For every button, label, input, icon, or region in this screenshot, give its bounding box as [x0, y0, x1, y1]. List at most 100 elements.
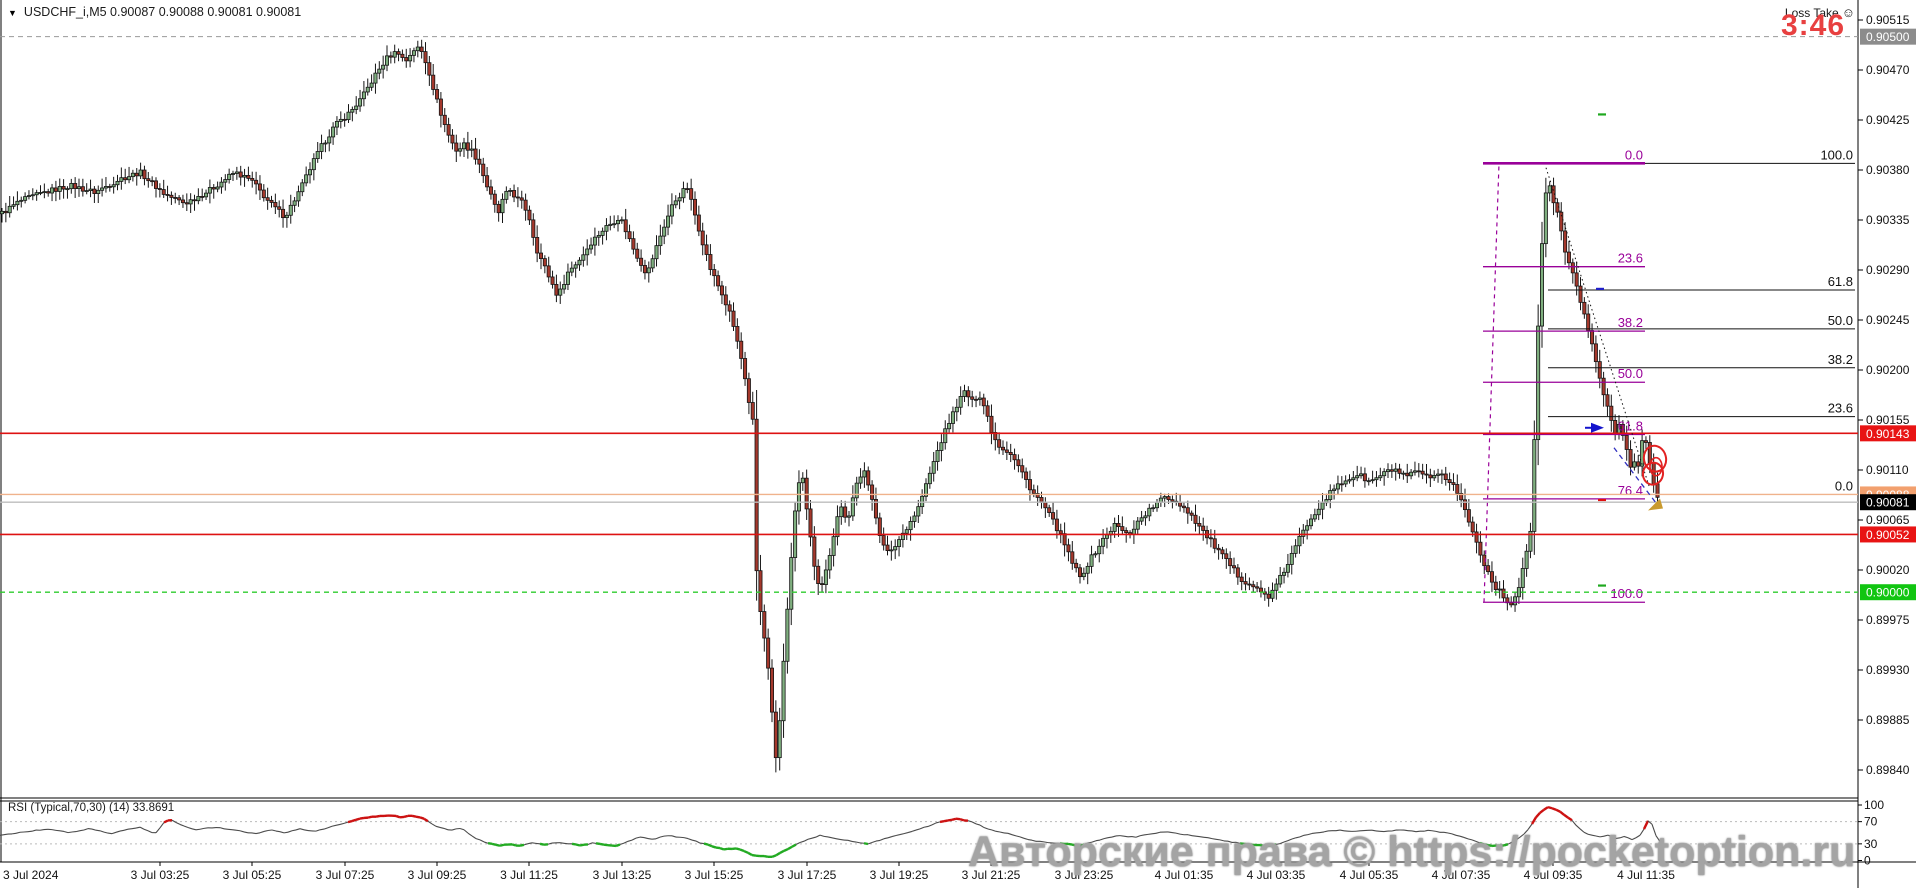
candle-body: [1501, 588, 1506, 599]
rsi-line-segment: [1451, 833, 1457, 836]
rsi-line-segment: [1339, 829, 1345, 832]
candle-body: [1474, 531, 1479, 543]
rsi-line-segment: [1303, 834, 1309, 836]
candle-body: [1447, 479, 1452, 484]
candle-body: [612, 223, 617, 226]
rsi-line-segment: [1279, 841, 1285, 845]
rsi-line-segment: [615, 843, 621, 848]
candle-body: [789, 557, 794, 610]
candle-body: [750, 402, 755, 420]
candle-body: [281, 208, 286, 219]
rsi-line-segment: [1642, 820, 1650, 830]
symbol-title: ▼ USDCHF_i,M5 0.90087 0.90088 0.90081 0.9…: [8, 5, 301, 19]
candle-body: [1355, 475, 1360, 479]
candle-body: [1089, 554, 1094, 567]
candle-body: [15, 200, 20, 206]
rsi-line-segment: [763, 854, 769, 858]
rsi-line-segment: [959, 817, 965, 822]
rsi-line-segment: [799, 840, 805, 844]
candle-body: [1463, 499, 1468, 511]
gold-pointer-arrow[interactable]: [1648, 498, 1663, 511]
rsi-line-segment: [1503, 843, 1509, 847]
candle-body: [1516, 587, 1521, 598]
candle-body: [1643, 440, 1648, 443]
candle-body: [619, 219, 624, 222]
red-scribble-circle[interactable]: [1641, 443, 1669, 474]
candle-body: [307, 169, 312, 176]
price-axis[interactable]: 0.90515 0.90470 0.90425 0.90380 0.90335 0.902…: [1858, 13, 1916, 868]
rsi-line-segment: [835, 838, 841, 841]
candle-body: [1120, 526, 1125, 531]
rsi-line-segment: [263, 829, 269, 832]
candle-body: [180, 199, 185, 204]
fib-black-level-label: 61.8: [1828, 274, 1853, 289]
candle-body: [346, 111, 351, 121]
rsi-line-segment: [1435, 830, 1441, 833]
price-axis-label: 0.90380: [1866, 163, 1910, 177]
blue-dashed-trend-line[interactable]: [1613, 447, 1659, 506]
candle-body: [1509, 602, 1514, 606]
candle-body: [600, 230, 605, 236]
candle-body: [77, 186, 82, 190]
red-scribble-circle[interactable]: [1649, 456, 1663, 477]
rsi-line-segment: [723, 847, 729, 851]
candle-body: [1316, 508, 1321, 516]
rsi-line-segment: [903, 832, 909, 835]
candle-body: [1181, 505, 1186, 509]
rsi-line-segment: [951, 817, 957, 821]
candle-body: [931, 461, 936, 474]
rsi-line-segment: [367, 815, 373, 819]
watermark-text: Авторские права © https://pocketoption.r…: [968, 828, 1856, 876]
candle-body: [927, 472, 932, 485]
price-axis-label: 0.89975: [1866, 613, 1910, 627]
candle-body: [227, 173, 232, 180]
rsi-line-segment: [1551, 807, 1557, 811]
candle-body: [384, 55, 389, 66]
chevron-down-icon[interactable]: ▼: [8, 8, 17, 18]
candle-body: [311, 158, 316, 171]
candle-body: [331, 126, 336, 138]
rsi-line-segment: [575, 843, 581, 847]
annotation-markers[interactable]: [1585, 113, 1669, 587]
rsi-line-segment: [531, 842, 537, 844]
candle-body: [1101, 537, 1106, 547]
rsi-line-segment: [91, 828, 97, 831]
rsi-line-segment: [319, 828, 325, 831]
rsi-line-segment: [1627, 837, 1633, 841]
rsi-line-segment: [131, 827, 137, 830]
candle-body: [461, 142, 466, 150]
rsi-line-segment: [359, 816, 365, 820]
candle-body: [454, 142, 459, 152]
candle-body: [1620, 423, 1625, 436]
rsi-line-segment: [375, 814, 381, 818]
rsi-line-segment: [1507, 841, 1513, 845]
candle-body: [623, 219, 628, 233]
candle-body: [204, 192, 209, 198]
rsi-line-segment: [1411, 830, 1417, 833]
candle-body: [1151, 507, 1156, 510]
rsi-line-segment: [771, 854, 777, 858]
rsi-line-segment: [1603, 834, 1609, 837]
red-scribble-circle[interactable]: [1641, 461, 1665, 487]
time-axis[interactable]: 3 Jul 2024 3 Jul 03:25 3 Jul 05:25 3 Jul 07…: [3, 862, 1675, 882]
candle-body: [431, 74, 436, 90]
candle-body: [88, 188, 93, 192]
fib-purple-level-label: 38.2: [1618, 315, 1643, 330]
blue-entry-arrow[interactable]: [1591, 422, 1604, 433]
price-axis-label: 0.90290: [1866, 263, 1910, 277]
rsi-line-segment: [1179, 833, 1185, 836]
candle-body: [1366, 480, 1371, 483]
candle-body: [1451, 482, 1456, 485]
candle-body: [234, 171, 239, 174]
fibonacci-retracement-purple[interactable]: 0.0 23.6 38.2 50.0 61.8 76.4 100.0: [1483, 147, 1645, 603]
fibonacci-retracement-black[interactable]: 100.0 61.8 50.0 38.2 23.6 0.0: [1548, 147, 1855, 495]
candle-body: [1282, 571, 1287, 576]
candle-body: [1189, 512, 1194, 516]
rsi-line-segment: [1235, 841, 1241, 844]
candle-body: [96, 189, 101, 194]
candle-body: [57, 186, 62, 192]
rsi-line-segment: [1583, 831, 1589, 835]
horizontal-price-lines[interactable]: [0, 36, 1858, 593]
rsi-line-segment: [1595, 835, 1601, 838]
